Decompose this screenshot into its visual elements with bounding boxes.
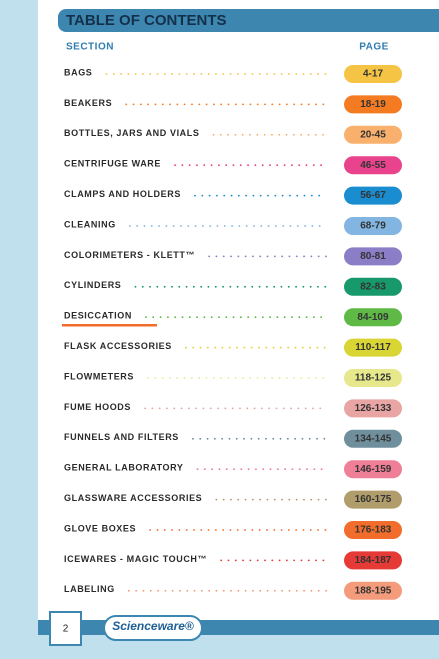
page-range: 56-67: [360, 190, 386, 201]
section-label: CYLINDERS: [64, 280, 121, 290]
page-pill: [344, 247, 402, 266]
footer-band: [38, 620, 439, 635]
page-range: 20-45: [360, 129, 386, 140]
section-label: FUNNELS AND FILTERS: [64, 432, 179, 442]
page-pill: [344, 125, 402, 144]
page-range: 46-55: [360, 160, 386, 171]
page-pill: [344, 521, 402, 539]
section-label: LABELING: [64, 584, 115, 594]
page-heading: PAGE: [359, 42, 389, 53]
section-label: BEAKERS: [64, 98, 112, 108]
page-pill: [344, 460, 402, 479]
page-range: 84-109: [357, 312, 389, 323]
page-range: 134-145: [355, 433, 392, 444]
page-pill: [344, 581, 402, 600]
page-range: 118-125: [355, 373, 392, 384]
page-range: 68-79: [360, 221, 386, 232]
page-pill: [344, 156, 402, 175]
page-pill: [344, 186, 402, 205]
page-pill: [344, 551, 402, 570]
section-label: FUME HOODS: [64, 402, 131, 412]
section-label: BOTTLES, JARS AND VIALS: [64, 128, 199, 138]
page-pill: [344, 95, 402, 114]
title-bar: [58, 9, 439, 32]
page-range: 4-17: [363, 69, 383, 80]
section-label: ICEWARES - MAGIC TOUCH™: [64, 554, 207, 564]
page-pill: [344, 217, 402, 235]
page-pill: [344, 490, 402, 509]
section-label: BAGS: [64, 67, 92, 77]
page-range: 126-133: [355, 403, 392, 414]
page-range: 176-183: [355, 525, 392, 536]
page-range: 146-159: [355, 464, 392, 475]
section-label: COLORIMETERS - KLETT™: [64, 250, 195, 260]
section-label: FLOWMETERS: [64, 371, 134, 381]
logo: Scienceware®: [112, 619, 194, 633]
page-pill: [344, 429, 402, 448]
logo-pill: [103, 615, 203, 641]
section-label: CLEANING: [64, 219, 116, 229]
section-label: GENERAL LABORATORY: [64, 463, 183, 473]
page-pill: [344, 65, 402, 83]
toc-list: BAGS 4-17 BEAKERS 18-19 BOTTLES, JARS AND VI…: [62, 65, 402, 600]
section-label: CLAMPS AND HOLDERS: [64, 189, 181, 199]
page-number-box: [49, 611, 82, 646]
page-range: 110-117: [355, 342, 391, 353]
page-range: 188-195: [355, 585, 392, 596]
page-pill: [344, 308, 402, 327]
section-label: CENTRIFUGE WARE: [64, 159, 161, 169]
page-range: 80-81: [360, 251, 386, 262]
page-range: 82-83: [360, 281, 386, 292]
page-pill: [344, 277, 402, 296]
section-label: FLASK ACCESSORIES: [64, 341, 172, 351]
page-pill: [344, 338, 402, 357]
page-pill: [344, 399, 402, 418]
page-pill: [344, 369, 402, 387]
title: TABLE OF CONTENTS: [66, 12, 227, 29]
page-range: 184-187: [355, 555, 392, 566]
page-number: 2: [63, 624, 69, 635]
page-range: 18-19: [360, 99, 386, 110]
page-range: 160-175: [355, 494, 392, 505]
section-label: DESICCATION: [64, 311, 132, 321]
section-label: GLASSWARE ACCESSORIES: [64, 493, 202, 503]
section-label: GLOVE BOXES: [64, 523, 136, 533]
section-heading: SECTION: [66, 42, 114, 53]
